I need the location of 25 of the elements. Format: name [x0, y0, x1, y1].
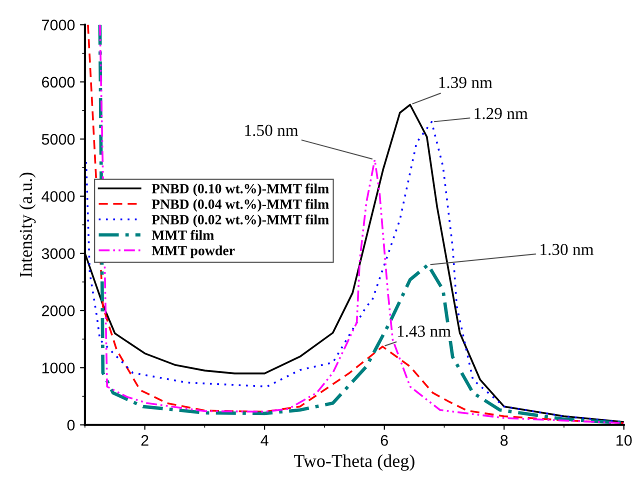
x-axis-title: Two-Theta (deg) [294, 454, 414, 471]
legend-label: MMT film [152, 230, 214, 240]
x-tick-label: 6 [380, 434, 388, 446]
y-tick-label: 6000 [42, 76, 75, 88]
y-tick-label: 7000 [42, 20, 75, 30]
x-tick-label: 2 [141, 434, 148, 446]
x-tick-label: 8 [500, 434, 508, 446]
y-tick-label: 4000 [42, 191, 75, 202]
y-tick-label: 2000 [42, 305, 75, 316]
x-tick-label: 10 [616, 434, 632, 446]
y-tick-label: 3000 [42, 248, 75, 260]
x-tick-label: 4 [260, 435, 268, 446]
legend-label: PNBD (0.10 wt.%)-MMT film [152, 183, 329, 196]
annotation: 1.50 nm [245, 124, 298, 136]
y-tick-label: 1000 [42, 362, 75, 374]
y-tick-label: 0 [67, 420, 75, 431]
annotation: 1.29 nm [474, 108, 528, 120]
annotation: 1.30 nm [540, 244, 594, 256]
legend-label: PNBD (0.02 wt.%)-MMT film [152, 214, 329, 228]
legend-label: MMT powder [152, 246, 235, 258]
annotation: 1.43 nm [398, 326, 451, 337]
annotation: 1.39 nm [439, 76, 492, 88]
legend-label: PNBD (0.04 wt.%)-MMT film [152, 198, 329, 212]
y-tick-label: 5000 [42, 134, 75, 145]
y-axis-title: Intensity (a.u.) [19, 172, 36, 278]
